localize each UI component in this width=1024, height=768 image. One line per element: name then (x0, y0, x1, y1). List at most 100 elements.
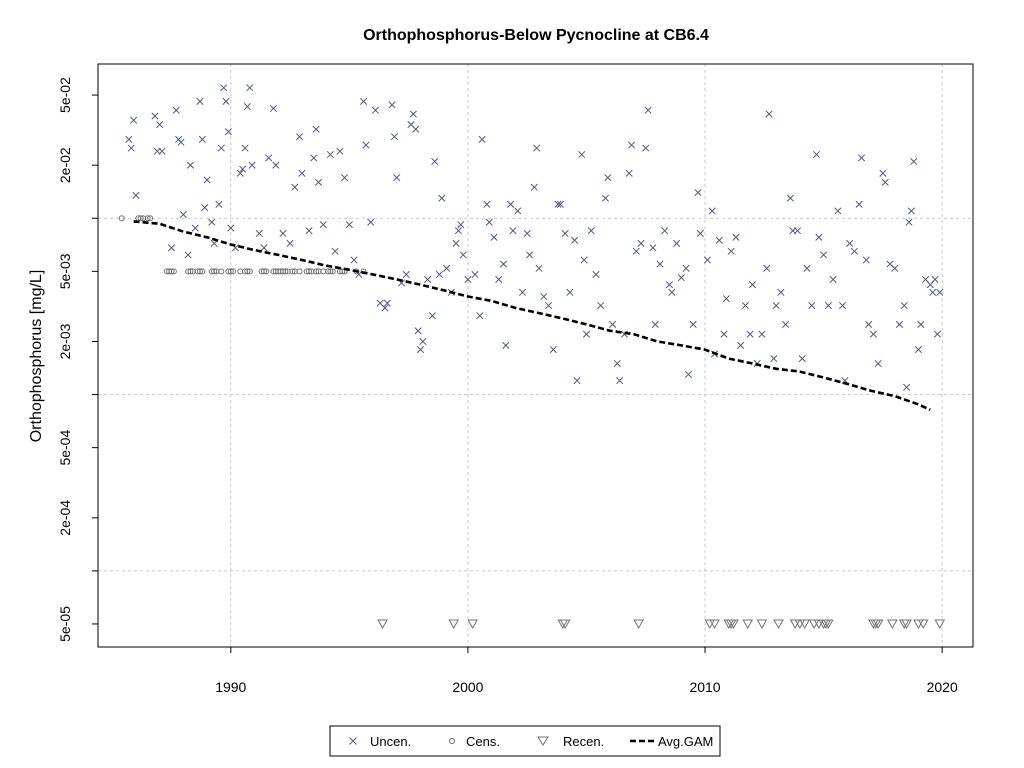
legend-triangle-marker (537, 736, 549, 746)
uncen-point (499, 260, 508, 268)
uncen-point (561, 229, 569, 238)
uncen-point (331, 247, 339, 255)
uncen-point (345, 221, 353, 229)
uncen-point (265, 154, 273, 162)
uncen-point (881, 178, 889, 186)
uncen-point (694, 188, 702, 197)
uncen-point (431, 157, 439, 166)
uncen-point (530, 183, 538, 191)
uncen-point (746, 330, 754, 338)
recen-point (709, 619, 720, 629)
uncen-point (132, 191, 140, 199)
uncen-point (367, 218, 375, 226)
chart-title: Orthophosphorus-Below Pycnocline at CB6.… (363, 27, 709, 44)
uncen-point (127, 144, 135, 152)
data-points (118, 84, 946, 629)
uncen-point (556, 200, 564, 208)
uncen-point (855, 200, 863, 208)
uncen-point (917, 320, 925, 328)
uncen-point (518, 288, 527, 296)
uncen-point (879, 169, 887, 177)
uncen-point (381, 304, 389, 312)
uncen-point (582, 330, 591, 338)
y-tick-label: 5e-02 (57, 77, 73, 113)
uncen-point (782, 320, 790, 328)
uncen-point (260, 244, 268, 252)
uncen-point (587, 227, 595, 235)
uncen-point (632, 247, 640, 255)
cens-point (327, 268, 334, 275)
uncen-point (592, 270, 600, 279)
legend-item-gam: Avg.GAM (630, 734, 713, 749)
uncen-point (360, 97, 368, 105)
recen-point (934, 619, 946, 629)
uncen-point (414, 327, 422, 335)
uncen-point (215, 200, 223, 208)
uncen-point (891, 264, 899, 272)
uncen-point (812, 150, 821, 159)
uncen-point (874, 359, 882, 368)
x-tick-label: 1990 (215, 679, 246, 695)
x-tick-label: 2020 (927, 679, 958, 695)
uncen-point (597, 301, 605, 310)
uncen-point (279, 229, 287, 238)
uncen-point (741, 301, 749, 310)
grid (98, 64, 973, 647)
uncen-point (350, 256, 358, 264)
uncen-point (457, 221, 465, 229)
uncen-point (914, 346, 923, 354)
uncen-point (172, 106, 180, 114)
cens-point (260, 268, 267, 275)
cens-point (147, 215, 154, 222)
cens-point (137, 215, 144, 222)
uncen-point (220, 84, 228, 92)
uncen-point (424, 275, 432, 283)
uncen-point (846, 239, 854, 247)
uncen-point (573, 377, 581, 385)
uncen-point (222, 97, 230, 105)
uncen-point (820, 251, 828, 259)
uncen-point (677, 274, 685, 282)
uncen-point (314, 178, 323, 186)
uncen-point (907, 207, 915, 215)
uncen-point (708, 207, 716, 215)
recen-point (917, 619, 929, 629)
uncen-point (857, 154, 866, 162)
uncen-point (156, 121, 164, 129)
uncen-point (786, 194, 794, 202)
uncen-point (239, 165, 247, 173)
cens-point (296, 268, 303, 275)
uncen-point (900, 301, 908, 310)
uncen-point (829, 275, 837, 283)
uncen-point (310, 154, 318, 162)
uncen-point (208, 218, 216, 226)
uncen-point (452, 239, 460, 247)
recen-point (822, 619, 834, 629)
legend: Uncen. Cens. Recen. Avg.GAM (329, 725, 721, 757)
recen-point (794, 619, 806, 629)
uncen-point (808, 301, 816, 310)
uncen-point (286, 239, 294, 247)
uncen-point (438, 194, 446, 202)
uncen-point (637, 239, 645, 247)
uncen-point (125, 135, 133, 143)
plot-frame (97, 63, 974, 648)
uncen-point (495, 275, 503, 283)
y-tick-label: 5e-04 (57, 430, 73, 466)
uncen-point (416, 346, 425, 354)
y-tick-label: 2e-02 (57, 147, 73, 183)
uncen-point (815, 233, 823, 241)
uncen-point (476, 312, 484, 320)
y-axis-label: Orthophosphorus [mg/L] (28, 270, 45, 443)
gam-line (133, 220, 931, 411)
uncen-point (580, 256, 588, 264)
uncen-point (765, 110, 773, 118)
uncen-point (839, 301, 847, 310)
uncen-point (179, 210, 187, 219)
legend-label-uncen: Uncen. (370, 734, 411, 749)
uncen-point (931, 275, 939, 283)
uncen-point (248, 161, 256, 169)
uncen-point (554, 200, 562, 208)
recen-point (467, 619, 479, 629)
